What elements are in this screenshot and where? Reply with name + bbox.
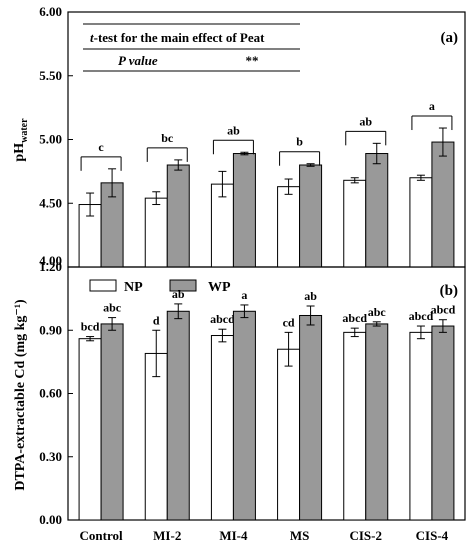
significance-label: abc	[103, 301, 122, 315]
bar-wp-cis-4	[431, 141, 455, 268]
legend-swatch-np	[89, 279, 117, 292]
annotation-t-italic: t	[90, 30, 94, 45]
bar-np-mi-2	[144, 352, 168, 521]
y-tick-label: 1.20	[39, 259, 62, 274]
bar-np-cis-2	[343, 331, 367, 521]
panel-a: (a) t-test for the main effect of Peat P…	[12, 4, 466, 268]
significance-label: abcd	[210, 312, 235, 326]
significance-label: bcd	[81, 320, 100, 334]
bar-np-cis-4	[409, 177, 433, 268]
x-axis-category-labels: Control MI-2 MI-4 MS CIS-2 CIS-4	[80, 528, 449, 543]
bar-np-ms	[277, 186, 301, 268]
group-letter: ab	[359, 114, 372, 128]
significance-label: abcd	[431, 303, 456, 317]
significance-label: a	[241, 288, 247, 302]
x-category-label: MI-2	[153, 528, 181, 543]
y-tick-label: 0.90	[39, 322, 62, 337]
legend-swatch-wp	[169, 279, 197, 292]
panel-b-y-ticks: 0.00 0.30 0.60 0.90 1.20	[39, 259, 73, 527]
legend: NP WP	[89, 279, 231, 295]
x-category-label: MS	[290, 528, 310, 543]
x-category-label: MI-4	[219, 528, 248, 543]
annotation-p-value: **	[246, 53, 259, 68]
legend-label-np: NP	[124, 280, 143, 295]
bar-wp-mi-2	[166, 164, 190, 268]
annotation-row1-title: t-test for the main effect of Peat	[90, 30, 265, 45]
significance-label: cd	[283, 315, 295, 329]
annotation-p-label: P value	[118, 53, 158, 68]
y-tick-label: 6.00	[39, 4, 62, 19]
bar-wp-ms	[299, 314, 323, 521]
y-tick-label: 4.00	[39, 253, 62, 268]
panel-b-tag: (b)	[440, 283, 458, 299]
bar-np-ms	[277, 348, 301, 521]
x-category-label: CIS-2	[349, 528, 382, 543]
group-letter: ab	[227, 123, 240, 137]
bar-wp-cis-2	[365, 153, 389, 268]
bar-np-mi-4	[210, 335, 234, 521]
bar-np-cis-2	[343, 179, 367, 268]
panel-a-tag: (a)	[441, 30, 459, 46]
bar-wp-mi-2	[166, 310, 190, 521]
panel-b: (b) NP WP DTPA-extractable Cd (mg kg⁻¹) …	[13, 259, 466, 543]
group-letter: c	[98, 140, 104, 154]
panel-b-y-axis-title: DTPA-extractable Cd (mg kg⁻¹)	[13, 299, 28, 491]
significance-label: abcd	[409, 309, 434, 323]
legend-label-wp: WP	[208, 280, 231, 295]
bar-wp-cis-2	[365, 323, 389, 521]
bar-wp-mi-4	[232, 310, 256, 521]
y-tick-label: 0.00	[39, 512, 62, 527]
group-letter: a	[429, 99, 435, 113]
x-category-label: Control	[80, 528, 123, 543]
y-tick-label: 5.50	[39, 68, 62, 83]
annotation-row1-text: -test for the main effect of Peat	[94, 30, 266, 45]
panel-b-frame	[67, 266, 466, 521]
panel-a-bars: c bc ab b ab a	[78, 99, 455, 268]
group-letter: bc	[161, 131, 174, 145]
ylabel-main: pH	[12, 143, 27, 162]
significance-label: d	[153, 313, 160, 327]
panel-a-frame	[67, 11, 466, 268]
ylabel-subscript: water	[19, 118, 30, 143]
panel-a-y-axis-title: pHwater	[12, 118, 30, 162]
x-category-label: CIS-4	[416, 528, 449, 543]
bar-wp-ms	[299, 164, 323, 268]
peat-ttest-annotation: t-test for the main effect of Peat P val…	[83, 23, 300, 72]
y-tick-label: 0.60	[39, 386, 62, 401]
significance-label: ab	[304, 289, 317, 303]
significance-label: ab	[172, 287, 185, 301]
y-tick-label: 0.30	[39, 449, 62, 464]
bar-np-mi-2	[144, 197, 168, 268]
bar-wp-mi-4	[232, 153, 256, 268]
significance-label: abcd	[342, 311, 367, 325]
significance-label: abc	[368, 305, 387, 319]
bar-np-cis-4	[409, 331, 433, 521]
bar-wp-control	[100, 323, 124, 521]
panel-a-y-ticks: 4.00 4.50 5.00 5.50 6.00	[39, 4, 73, 268]
bar-wp-cis-4	[431, 325, 455, 521]
group-letter: b	[296, 135, 303, 149]
y-tick-label: 5.00	[39, 132, 62, 147]
y-tick-label: 4.50	[39, 195, 62, 210]
bar-np-control	[78, 338, 102, 521]
